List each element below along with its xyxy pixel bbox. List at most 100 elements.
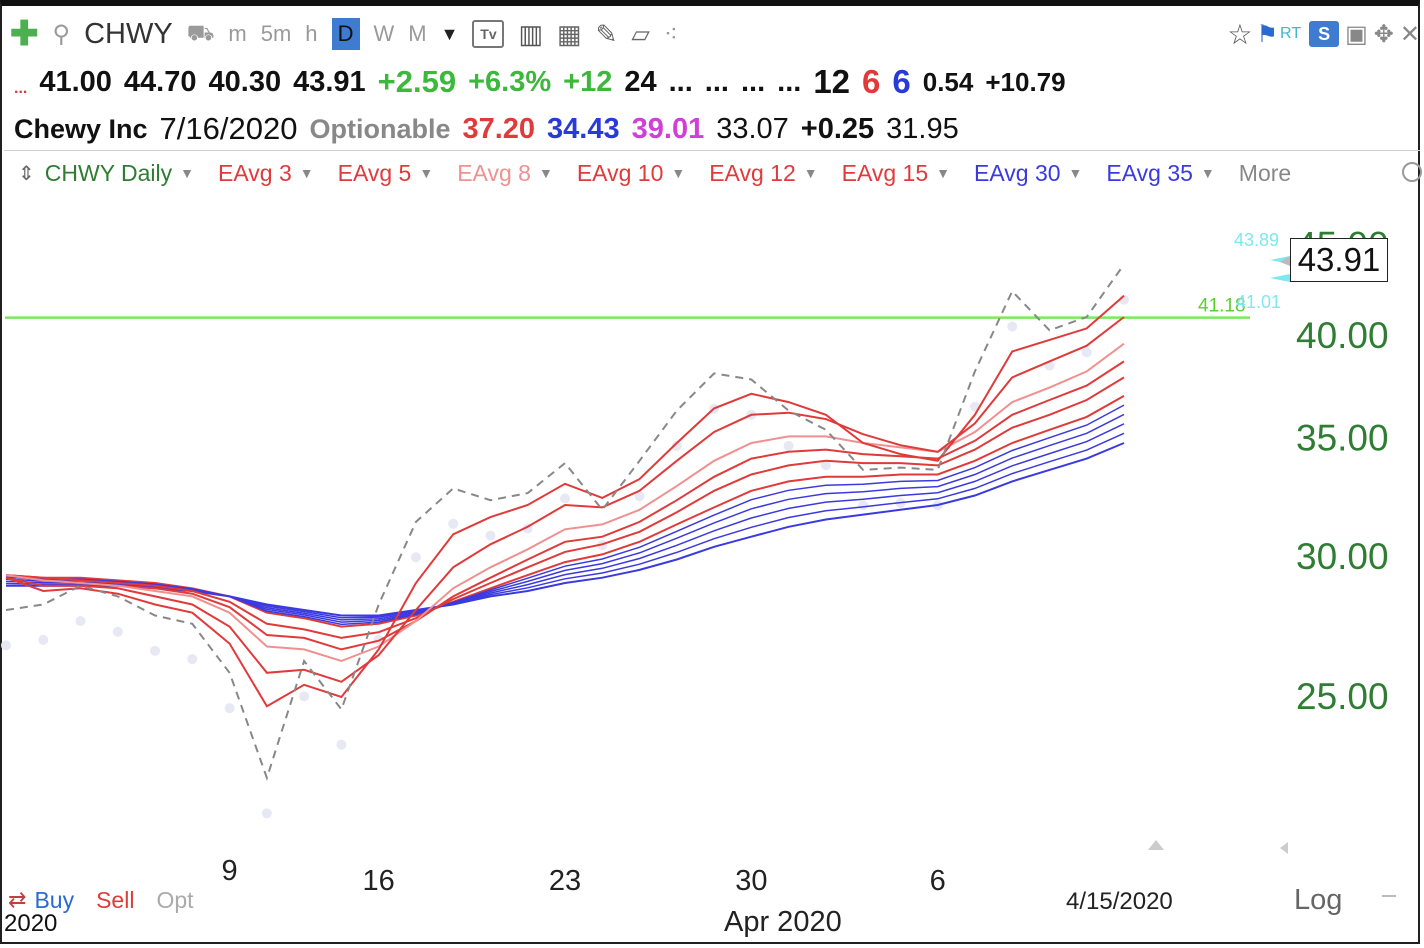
chevron-down-icon: ▼: [299, 165, 314, 181]
save-icon[interactable]: ▣: [1345, 20, 1368, 48]
legend-main[interactable]: ⇕ CHWY Daily ▼: [18, 160, 194, 187]
price-dot: [112, 626, 123, 637]
legend-item-eavg35[interactable]: EAvg 35 ▼: [1106, 160, 1214, 187]
legend-item-label: EAvg 30: [974, 159, 1061, 186]
y-tick-label: 30.00: [1296, 536, 1389, 577]
quote-low: 40.30: [208, 65, 282, 98]
legend-item-eavg8[interactable]: EAvg 8 ▼: [457, 160, 553, 187]
legend-item-label: EAvg 35: [1106, 159, 1193, 186]
x-tick-label: 30: [735, 865, 767, 897]
right-price-label: 41.01: [1236, 292, 1281, 312]
scanner-icon[interactable]: ⛟: [186, 19, 215, 45]
right-price-label: 43.89: [1234, 230, 1279, 250]
period-5min[interactable]: 5m: [260, 21, 292, 46]
chevron-down-icon: ▼: [671, 165, 686, 181]
info-row: Chewy Inc 7/16/2020 Optionable 37.20 34.…: [14, 108, 971, 150]
info-v5: +0.25: [800, 112, 875, 145]
info-date: 7/16/2020: [159, 111, 298, 146]
legend-main-label: CHWY Daily: [44, 159, 173, 186]
header-separator: [4, 150, 1420, 151]
dropdown-caret-icon[interactable]: ▼: [440, 23, 459, 44]
more-button[interactable]: More: [1238, 159, 1292, 186]
price-dot: [224, 703, 235, 714]
corner-date: 4/15/2020: [1066, 888, 1173, 915]
legend-item-eavg5[interactable]: EAvg 5 ▼: [338, 160, 434, 187]
period-daily[interactable]: D: [331, 18, 360, 50]
trade-arrows-icon[interactable]: ⇄: [8, 887, 27, 912]
share-icon[interactable]: ⁖: [663, 20, 678, 48]
pencil-icon[interactable]: ✎: [595, 18, 618, 49]
price-dot: [1007, 321, 1018, 332]
series-line-eavg-5: [5, 316, 1125, 683]
pin-icon[interactable]: ⚲: [52, 20, 71, 48]
quote-f7: 12: [813, 63, 851, 100]
note-icon[interactable]: ▱: [631, 20, 650, 48]
period-minute[interactable]: m: [228, 21, 247, 46]
series-line-eavg-10: [5, 360, 1125, 651]
optionable-label: Optionable: [309, 113, 451, 144]
scroll-up-icon: [1148, 840, 1164, 850]
bar-chart-icon[interactable]: ▥: [518, 18, 544, 49]
price-dot: [410, 552, 421, 563]
chevron-down-icon: ▼: [936, 165, 950, 181]
info-v6: 31.95: [886, 112, 959, 145]
info-v3: 39.01: [631, 112, 705, 145]
sell-button[interactable]: Sell: [96, 886, 135, 913]
table-icon[interactable]: ▦: [557, 18, 582, 49]
chevron-down-icon: ▼: [419, 165, 434, 181]
legend-item-eavg15[interactable]: EAvg 15 ▼: [842, 160, 950, 187]
series-line-eavg-12: [5, 376, 1125, 639]
period-monthly[interactable]: M: [408, 21, 427, 46]
toolbar: ✚ ⚲ CHWY ⛟ m 5m h D W M ▼ Tv ▥ ▦ ✎ ▱ ⁖ ☆…: [4, 8, 1420, 60]
price-dot: [187, 654, 198, 665]
quote-f1: +12: [563, 65, 613, 98]
tv-button[interactable]: Tv: [472, 20, 505, 48]
move-icon[interactable]: ✥: [1373, 20, 1394, 48]
quote-f8: 6: [862, 63, 881, 100]
add-symbol-icon[interactable]: ✚: [10, 15, 39, 53]
price-dot: [261, 808, 272, 819]
close-icon[interactable]: ✕: [1399, 20, 1420, 48]
quote-change-pct: +6.3%: [468, 65, 552, 98]
legend-item-eavg10[interactable]: EAvg 10 ▼: [577, 160, 685, 187]
x-tick-label: 9: [222, 855, 238, 887]
legend-item-label: EAvg 3: [218, 159, 292, 186]
realtime-label[interactable]: RT: [1280, 25, 1302, 42]
quote-f6: ...: [777, 65, 802, 98]
price-dot: [858, 500, 869, 511]
ticker-symbol[interactable]: CHWY: [84, 17, 173, 50]
flag-icon[interactable]: ⚑: [1256, 20, 1279, 48]
quote-f4: ...: [704, 65, 729, 98]
legend-item-eavg3[interactable]: EAvg 3 ▼: [218, 160, 314, 187]
series-line-chwy-daily: [5, 263, 1125, 782]
scroll-left-icon: [1280, 842, 1288, 854]
chart-legend: ⇕ CHWY Daily ▼ EAvg 3 ▼ EAvg 5 ▼ EAvg 8 ▼ E…: [18, 158, 1315, 188]
legend-item-eavg12[interactable]: EAvg 12 ▼: [709, 160, 817, 187]
month-label: Apr 2020: [724, 906, 842, 938]
opt-button[interactable]: Opt: [156, 886, 194, 913]
period-hour[interactable]: h: [305, 21, 318, 46]
star-icon[interactable]: ☆: [1227, 18, 1253, 50]
buy-button[interactable]: Buy: [34, 886, 75, 913]
company-name: Chewy Inc: [14, 113, 148, 144]
price-pointer: [1280, 256, 1290, 266]
price-dot: [671, 440, 682, 451]
price-dot: [299, 691, 310, 702]
price-dot: [1, 640, 11, 651]
legend-item-label: EAvg 8: [457, 159, 531, 186]
y-tick-label: 35.00: [1296, 418, 1389, 459]
gv-line-label: 41.18: [1198, 296, 1246, 317]
price-dot: [783, 440, 794, 451]
series-line-eavg-3: [5, 295, 1125, 708]
last-price-box: 43.91: [1290, 238, 1388, 282]
quote-open: 41.00: [39, 65, 112, 98]
price-dot: [485, 530, 496, 541]
quote-f3: ...: [668, 65, 693, 98]
s-button[interactable]: S: [1309, 21, 1340, 47]
log-toggle[interactable]: Log: [1294, 884, 1343, 916]
price-dot: [336, 739, 347, 750]
period-weekly[interactable]: W: [373, 21, 395, 46]
legend-item-eavg30[interactable]: EAvg 30 ▼: [974, 160, 1082, 187]
